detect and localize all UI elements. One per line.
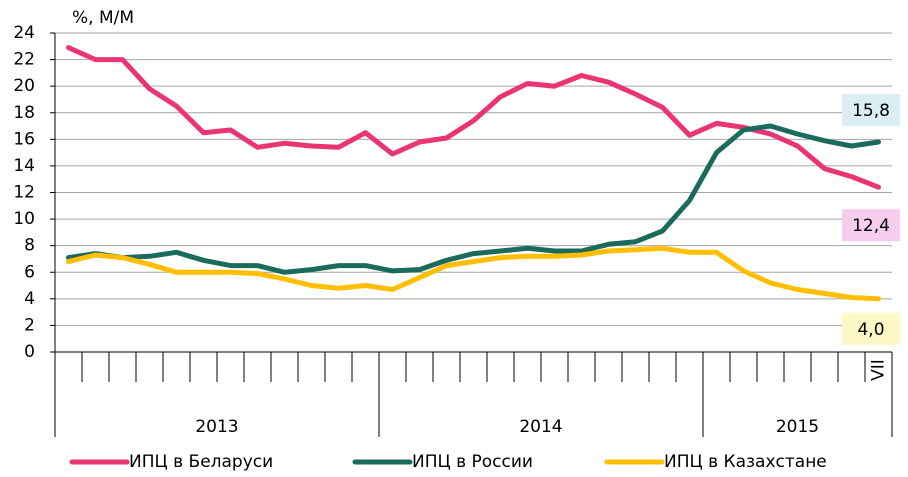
y-tick-label: 2 xyxy=(24,315,35,335)
y-tick-label: 8 xyxy=(24,236,35,256)
end-label-box xyxy=(842,209,900,242)
y-tick-label: 14 xyxy=(13,156,35,176)
y-tick-label: 20 xyxy=(13,76,35,96)
y-tick-label: 16 xyxy=(13,129,35,149)
y-tick-label: 0 xyxy=(24,342,35,362)
series-line xyxy=(66,245,881,302)
end-label-box xyxy=(842,93,900,126)
end-label: 12,4 xyxy=(852,216,890,236)
series-line xyxy=(66,45,881,190)
end-label: 15,8 xyxy=(852,101,890,121)
year-label: 2014 xyxy=(519,417,562,437)
y-tick-label: 24 xyxy=(13,23,35,43)
y-tick-label: 22 xyxy=(13,50,35,70)
year-label: 2015 xyxy=(776,417,819,437)
y-tick-label: 6 xyxy=(24,262,35,282)
legend-label: ИПЦ в Беларуси xyxy=(129,452,273,472)
legend-label: ИПЦ в Казахстане xyxy=(664,452,827,472)
end-label-box xyxy=(842,312,900,345)
y-tick-label: 12 xyxy=(13,183,35,203)
series-line xyxy=(66,123,881,275)
x-tick-label: VII xyxy=(869,359,889,381)
legend-label: ИПЦ в России xyxy=(412,452,533,472)
end-label: 4,0 xyxy=(857,320,884,340)
y-tick-label: 10 xyxy=(13,209,35,229)
y-tick-label: 4 xyxy=(24,289,35,309)
chart-title: %, М/М xyxy=(72,8,134,28)
y-tick-label: 18 xyxy=(13,103,35,123)
year-label: 2013 xyxy=(195,417,238,437)
